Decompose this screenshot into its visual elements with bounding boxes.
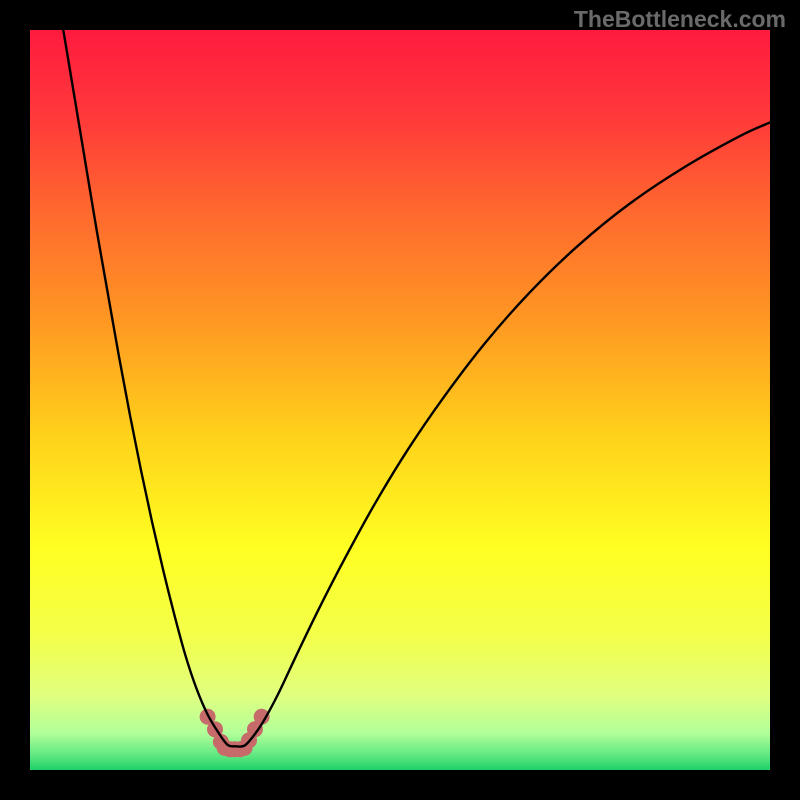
chart-container: TheBottleneck.com — [0, 0, 800, 800]
plot-area — [30, 30, 770, 770]
watermark-label: TheBottleneck.com — [574, 6, 786, 33]
gradient-background — [30, 30, 770, 770]
